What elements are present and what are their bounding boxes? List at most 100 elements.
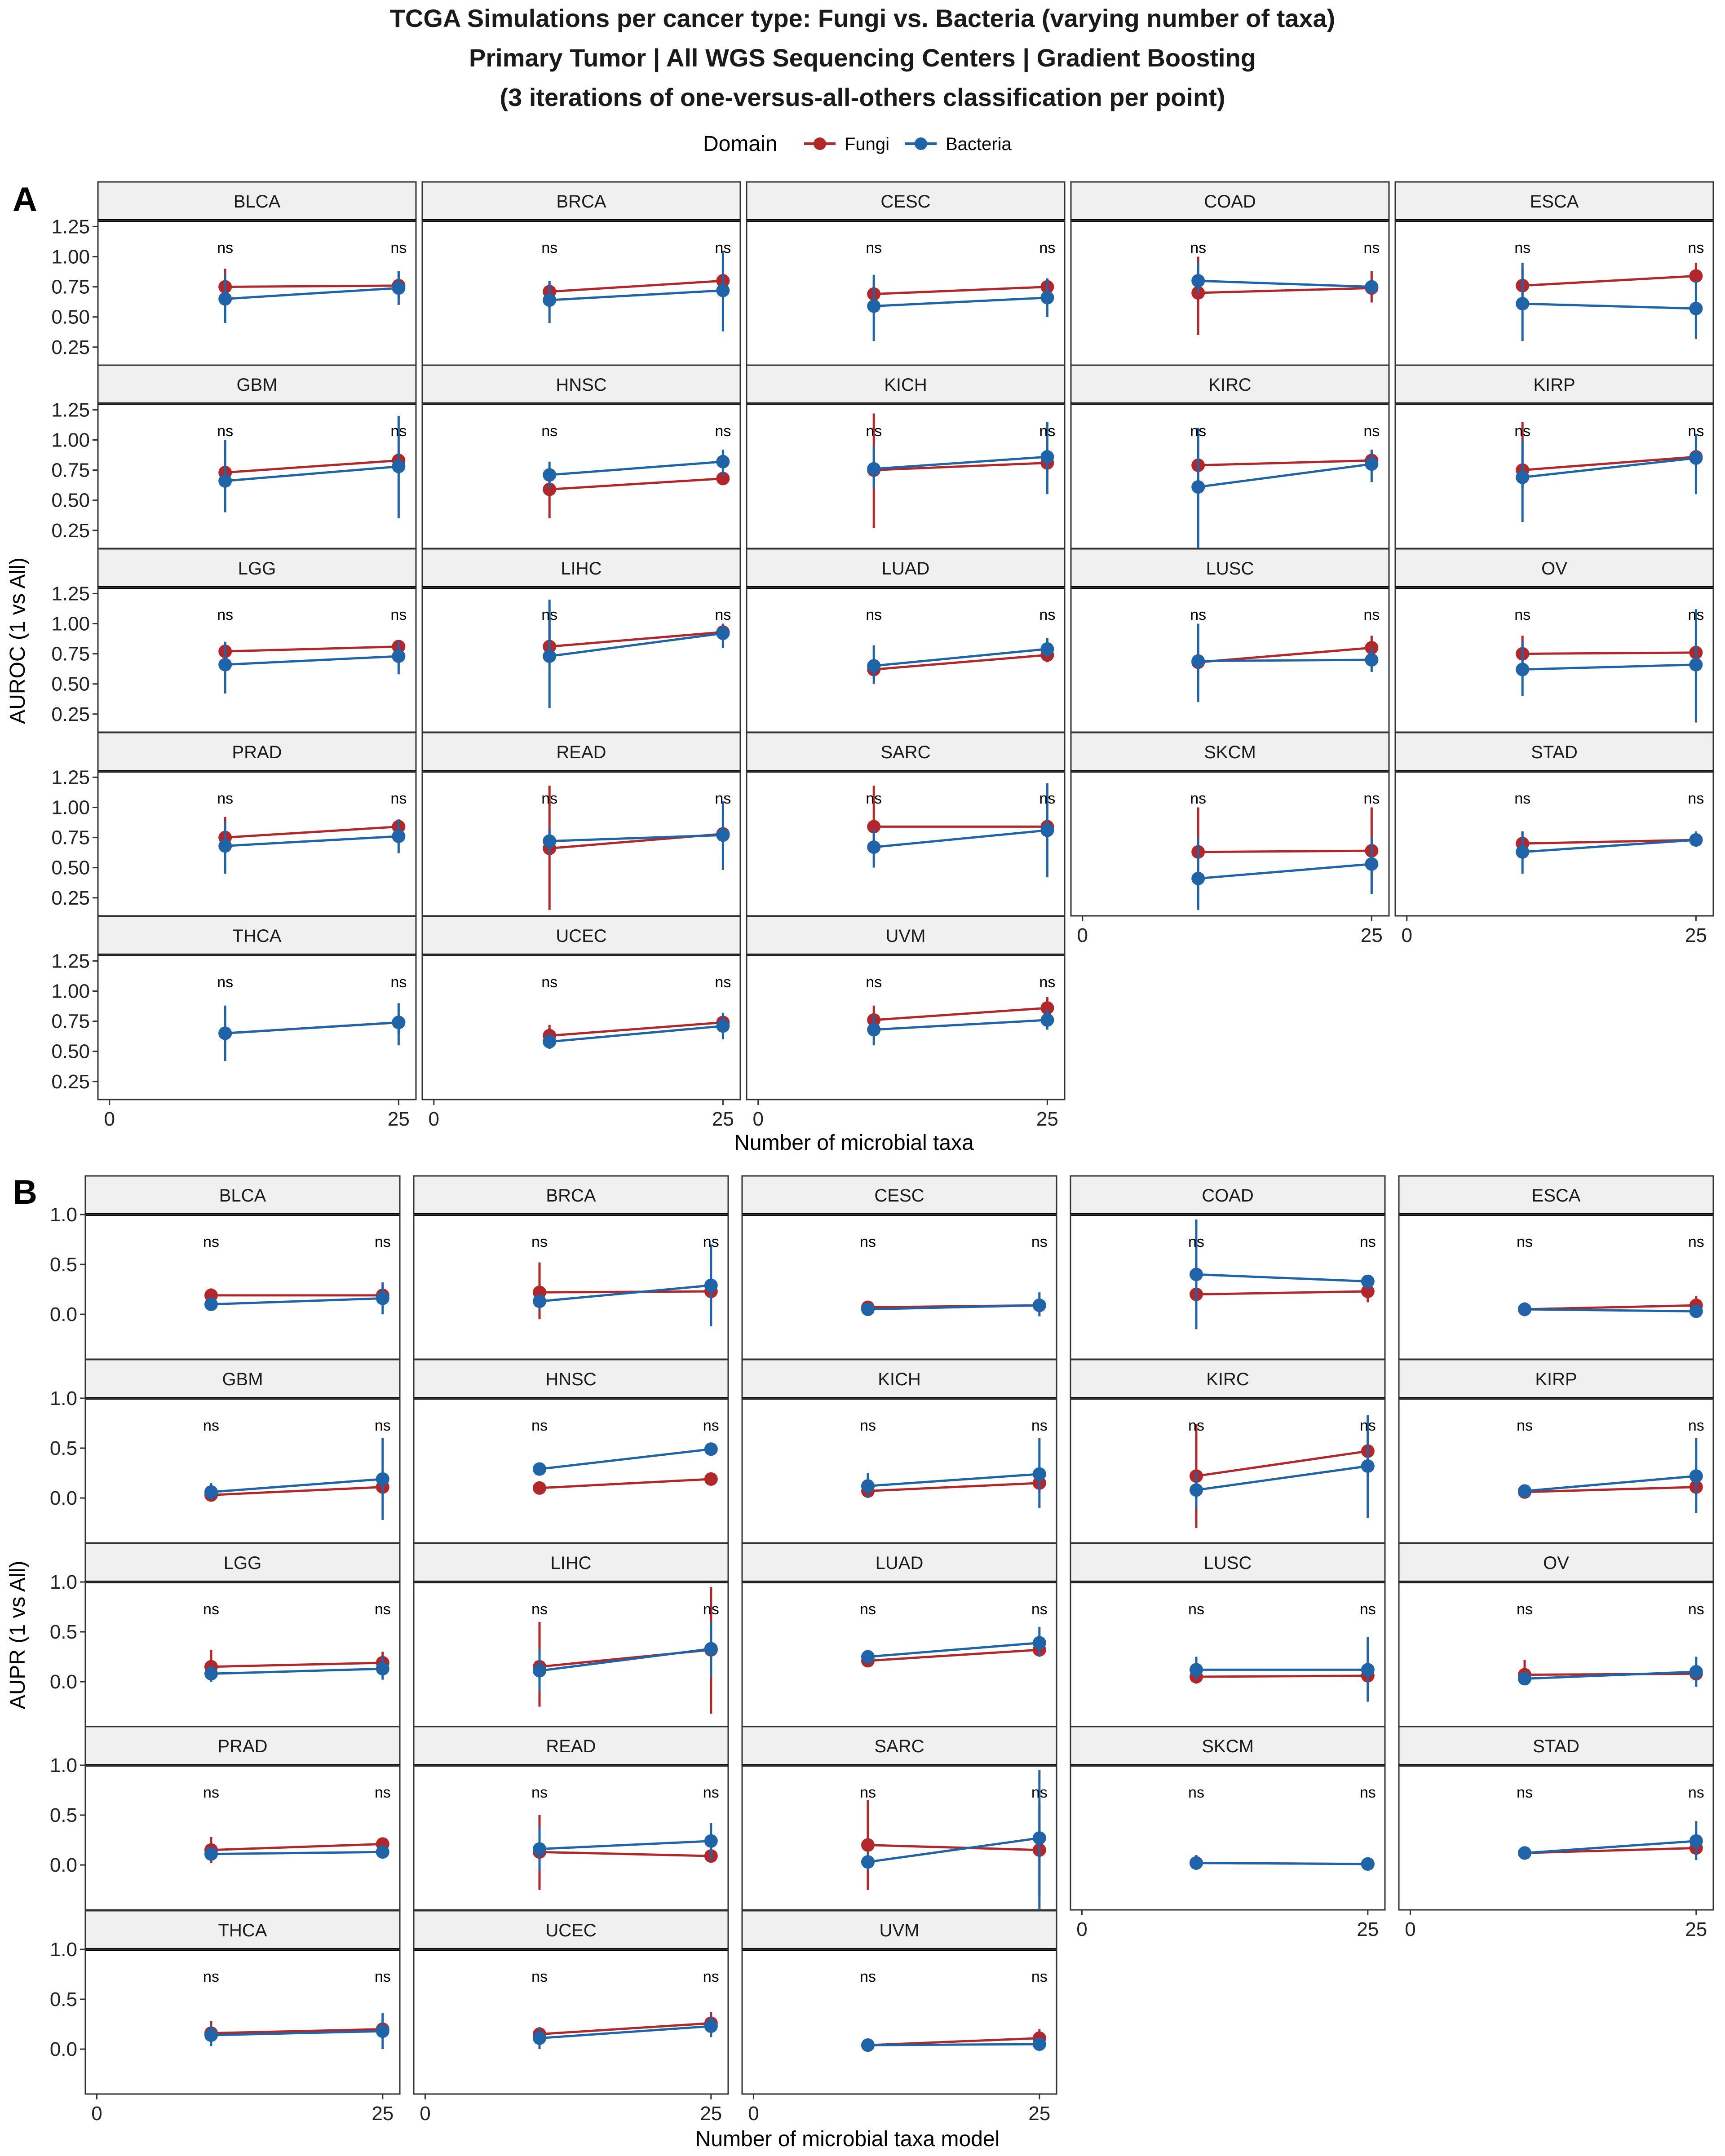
panel-a-facet-lgg-strip: [97, 548, 417, 588]
panel-b-facet-luad-bacteria-point: [861, 1650, 875, 1664]
panel-a-facet-thca-strip-label: THCA: [233, 926, 282, 946]
panel-b-facet-skcm-x-tick-label: 25: [1357, 1918, 1379, 1940]
panel-b-facet-ucec-bacteria-point: [533, 2031, 546, 2045]
panel-a-facet-prad-y-tick-label: 0.25: [51, 887, 90, 909]
panel-a-facet-skcm-significance-label: ns: [1363, 790, 1380, 807]
panel-a-facet-stad-significance-label: ns: [1688, 790, 1704, 807]
panel-b-facet-ucec-strip-label: UCEC: [545, 1921, 596, 1940]
panel-b-facet-ucec-significance-label: ns: [531, 1968, 548, 1985]
panel-b-facet-esca-strip: [1398, 1175, 1714, 1215]
panel-b-facet-kirc-fungi-line: [1196, 1450, 1368, 1477]
panel-a-facet-ucec-plot-area: [421, 954, 741, 1100]
panel-b-facet-hnsc-bacteria-point: [704, 1442, 718, 1456]
panel-a-facet-kirp: KIRP ns ns: [1394, 364, 1714, 549]
panel-a-facet-luad-strip: [746, 548, 1066, 588]
panel-b-facet-gbm-plot-area: [84, 1397, 401, 1544]
panel-a-facet-uvm-x-tick-label: 0: [753, 1108, 764, 1130]
panel-b-facet-kirp-bacteria-point: [1518, 1484, 1531, 1498]
panel-b-facet-luad-bacteria-line: [867, 1641, 1040, 1658]
panel-b-facet-lusc-strip: [1070, 1542, 1386, 1583]
panel-b-facet-skcm-significance-label: ns: [1360, 1784, 1376, 1801]
panel-a-facet-blca-plot-area: [97, 220, 417, 366]
panel-a-facet-luad-significance-label: ns: [866, 606, 882, 623]
panel-a-facet-uvm-significance-label: ns: [1039, 974, 1055, 991]
panel-b-facet-uvm-x-tick-label: 25: [1028, 2103, 1050, 2125]
panel-b-facet-coad-bacteria-point: [1361, 1274, 1375, 1288]
panel-b-facet-coad-bacteria-point: [1190, 1268, 1203, 1281]
panel-b-facet-skcm-strip-label: SKCM: [1202, 1736, 1254, 1756]
panel-b-facet-sarc-fungi-line: [867, 1844, 1039, 1851]
panel-b-facet-thca-y-tick-label: 0.5: [50, 1988, 77, 2010]
panel-b-facet-thca-significance-label: ns: [203, 1968, 219, 1985]
panel-b-facet-lihc-bacteria-line: [539, 1648, 712, 1672]
panel-a-facet-blca-y-tick-label: 1.00: [51, 246, 90, 268]
panel-a-facet-esca-strip-label: ESCA: [1530, 192, 1579, 212]
panel-a-facet-kirp-strip-label: KIRP: [1533, 375, 1575, 395]
panel-a-facet-kirp-significance-label: ns: [1514, 423, 1530, 440]
panel-b-y-axis-title: AUPR (1 vs All): [6, 1561, 30, 1710]
panel-a-facet-read-bacteria-point: [543, 834, 557, 848]
panel-a-facet-ucec-bacteria-point: [543, 1035, 557, 1049]
panel-b-facet-skcm-significance-label: ns: [1188, 1784, 1204, 1801]
panel-b-facet-gbm-bacteria-line: [211, 1478, 383, 1493]
panel-a-facet-esca-strip: [1394, 181, 1714, 221]
panel-a-facet-skcm-strip-label: SKCM: [1204, 742, 1256, 762]
panel-a-facet-read-significance-label: ns: [715, 790, 731, 807]
panel-a-facet-kich-plot-area: [746, 403, 1066, 549]
panel-a-facet-ucec: UCEC 0 25 ns ns: [421, 915, 741, 1130]
panel-a-facet-read: READ ns ns: [421, 732, 741, 917]
panel-a-facet-thca-plot-area: [97, 954, 417, 1100]
panel-a-facet-ov-significance-label: ns: [1688, 606, 1704, 623]
panel-a-facet-lgg-significance-label: ns: [217, 606, 233, 623]
panel-a-facet-prad-strip: [97, 732, 417, 772]
panel-a-facet-read-bacteria-line: [549, 834, 723, 843]
panel-a-facet-kirp-significance-label: ns: [1688, 423, 1704, 440]
panel-a-facet-ov-strip-label: OV: [1541, 559, 1567, 579]
panel-a-facet-gbm: GBM 0.25 0.50 0.75 1.00 1.25 ns ns: [51, 364, 417, 549]
panel-a-facet-hnsc-fungi-point: [716, 472, 730, 486]
panel-a-facet-kirc: KIRC ns ns: [1070, 364, 1390, 549]
panel-b-facet-blca-y-tick-label: 1.0: [50, 1204, 77, 1226]
panel-a-facet-lgg-bacteria-point: [392, 649, 406, 663]
panel-b-facet-stad-fungi-line: [1524, 1847, 1696, 1854]
panel-b-facet-thca-y-tick-label: 1.0: [50, 1939, 77, 1961]
panel-a-facet-luad-strip-label: LUAD: [882, 559, 930, 579]
panel-a-facet-gbm-strip-label: GBM: [236, 375, 277, 395]
panel-a-facet-ucec-strip: [421, 915, 741, 956]
panel-a-facet-hnsc-bacteria-line: [549, 460, 723, 476]
panel-a-facet-coad-strip: [1070, 181, 1390, 221]
panel-b-facet-lihc-bacteria-point: [533, 1664, 546, 1678]
panel-b-facet-blca-plot-area: [84, 1214, 401, 1360]
panel-a-facet-uvm-fungi-point: [1040, 1001, 1054, 1015]
panel-a-facet-lgg-bacteria-point: [218, 658, 232, 672]
panel-b-facet-lihc-strip-label: LIHC: [550, 1553, 591, 1573]
panel-a-facet-cesc-fungi-line: [874, 286, 1048, 296]
panel-a-facet-lusc-significance-label: ns: [1363, 606, 1380, 623]
panel-b-facet-uvm-x-tick-label: 0: [748, 2103, 759, 2125]
panel-a-facet-kich-fungi-line: [874, 461, 1048, 472]
panel-b-facet-sarc-bacteria-point: [1032, 1831, 1046, 1845]
panel-a-facet-skcm-bacteria-point: [1191, 871, 1205, 885]
panel-a-facet-thca-y-tick-label: 1.25: [51, 950, 90, 972]
panel-a-facet-ucec-x-tick-label: 25: [712, 1108, 734, 1130]
panel-a-facet-lgg-y-tick-label: 1.25: [51, 583, 90, 605]
panel-a-facet-kich-significance-label: ns: [1039, 423, 1055, 440]
panel-a-facet-ucec-bacteria-line: [549, 1025, 723, 1043]
panel-a-facet-thca-bacteria-line: [225, 1021, 399, 1034]
panel-b-facet-kirp-strip: [1398, 1359, 1714, 1399]
panel-b-facet-read-fungi-line: [539, 1851, 711, 1857]
panel-b-facet-skcm-plot-area: [1070, 1764, 1386, 1911]
panel-a-facet-kich-bacteria-point: [867, 462, 881, 476]
panel-a-facet-hnsc-plot-area: [421, 403, 741, 549]
panel-a-facet-gbm-plot-area: [97, 403, 417, 549]
panel-b-facet-hnsc-fungi-line: [539, 1478, 711, 1489]
panel-b-facet-cesc: CESC ns ns: [741, 1175, 1057, 1360]
panel-b-facet-lgg-plot-area: [84, 1581, 401, 1727]
panel-b-facet-sarc-plot-area: [741, 1764, 1057, 1911]
panel-a-facet-lgg-y-tick-label: 0.50: [51, 673, 90, 695]
chart-title-line-2: Primary Tumor | All WGS Sequencing Cente…: [469, 44, 1256, 72]
panel-a-facet-kirc-bacteria-point: [1365, 457, 1379, 471]
panel-a-facet-stad-bacteria-point: [1689, 833, 1703, 847]
panel-b-facet-lusc-bacteria-point: [1190, 1663, 1203, 1677]
panel-a-facet-gbm-y-tick-label: 0.25: [51, 520, 90, 542]
